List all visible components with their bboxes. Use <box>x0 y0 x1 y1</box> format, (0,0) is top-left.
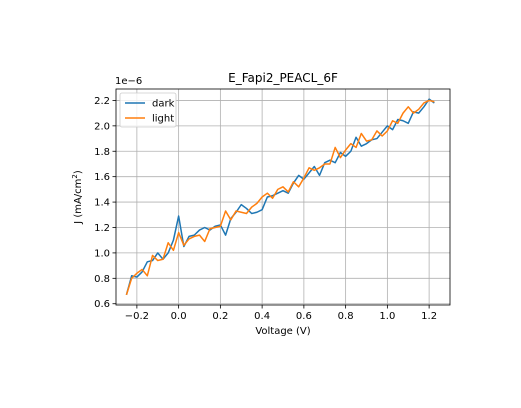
legend-label-light: light <box>152 114 174 125</box>
y-tick-label: 1.4 <box>94 198 110 209</box>
y-axis-label: J (mA/cm2) <box>71 170 84 225</box>
x-tick-label: 0.8 <box>338 311 354 322</box>
y-axis-label-main: J (mA/cm <box>73 179 84 225</box>
legend-label-dark: dark <box>152 99 175 110</box>
grid-lines <box>116 89 450 305</box>
y-tick-label: 2.0 <box>94 121 110 132</box>
x-tick-label: 0.2 <box>212 311 228 322</box>
x-axis-label: Voltage (V) <box>255 326 310 337</box>
series-lines <box>125 98 435 296</box>
x-tick-label: 1.2 <box>421 311 437 322</box>
y-axis-label-superscript: 2 <box>71 174 79 178</box>
y-tick-label: 1.6 <box>94 172 110 183</box>
y-tick-label: 2.2 <box>94 96 110 107</box>
y-axis-label-end: ) <box>73 170 84 174</box>
y-axis-offset-label: 1e−6 <box>115 76 142 87</box>
y-tick-label: 0.6 <box>94 299 110 310</box>
x-tick-label: −0.2 <box>125 311 149 322</box>
y-tick-label: 0.8 <box>94 274 110 285</box>
y-tick-label: 1.2 <box>94 223 110 234</box>
x-tick-label: 0.0 <box>171 311 187 322</box>
plot-frame <box>115 88 451 306</box>
axis-ticks: −0.2 0.0 0.2 0.4 0.6 0.8 1.0 1.2 0.6 0.8 1.0 1.2 1.4… <box>94 96 437 322</box>
legend: dark light <box>119 92 177 128</box>
y-tick-label: 1.8 <box>94 147 110 158</box>
x-tick-label: 0.6 <box>296 311 312 322</box>
y-tick-label: 1.0 <box>94 248 110 259</box>
series-line-dark <box>125 98 435 296</box>
series-line-light <box>125 99 435 296</box>
x-tick-label: 0.4 <box>254 311 270 322</box>
x-tick-label: 1.0 <box>379 311 395 322</box>
chart-title: E_Fapi2_PEACL_6F <box>228 71 338 85</box>
